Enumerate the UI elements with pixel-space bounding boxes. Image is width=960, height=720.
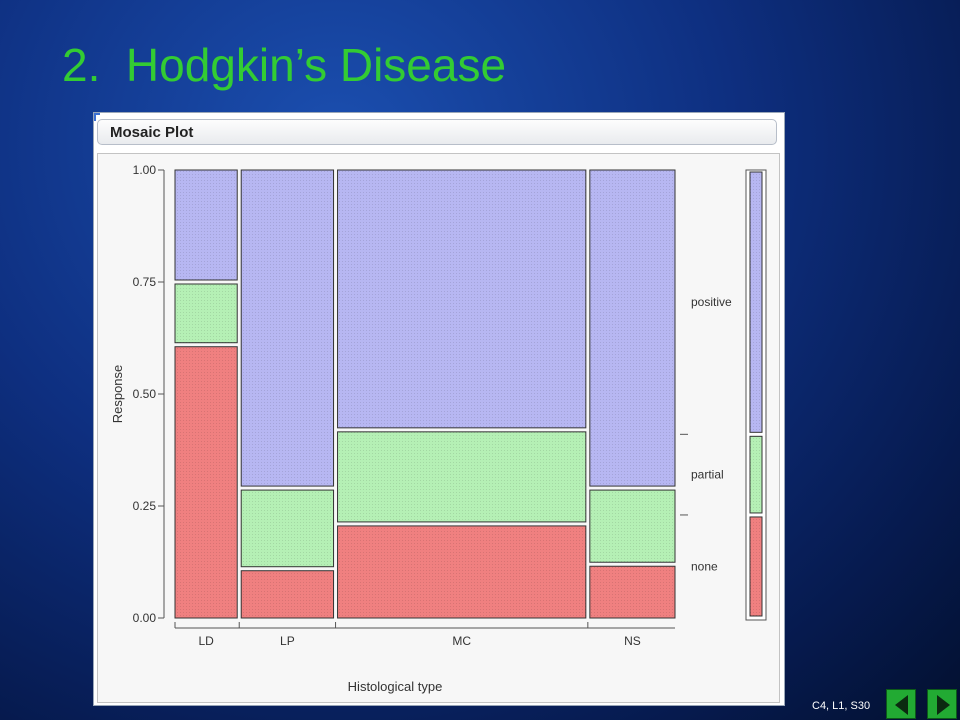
slide-title: 2. Hodgkin’s Disease xyxy=(62,39,507,91)
x-tick-label-ld: LD xyxy=(198,634,214,648)
tile-texture xyxy=(175,284,238,343)
panel-title: Mosaic Plot xyxy=(110,124,194,141)
x-axis-label: Histological type xyxy=(348,679,443,694)
marginal-bar-texture xyxy=(750,172,762,433)
previous-slide-button[interactable] xyxy=(886,689,916,719)
marginal-bar-texture xyxy=(750,516,762,616)
y-tick-label: 0.25 xyxy=(133,499,157,513)
response-label-positive: positive xyxy=(691,295,732,309)
slide-number-label: C4, L1, S30 xyxy=(812,700,871,712)
tile-texture xyxy=(337,431,586,522)
y-tick-label: 0.50 xyxy=(133,387,157,401)
marginal-bar-texture xyxy=(750,436,762,513)
tile-texture xyxy=(589,490,675,563)
tile-texture xyxy=(241,170,334,487)
tile-texture xyxy=(337,525,586,618)
tile-texture xyxy=(337,170,586,428)
x-tick-label-ns: NS xyxy=(624,634,641,648)
tile-texture xyxy=(589,170,675,487)
y-tick-label: 0.00 xyxy=(133,611,157,625)
y-axis-label: Response xyxy=(110,365,125,424)
panel-disclosure-mark[interactable] xyxy=(94,113,100,121)
next-slide-button[interactable] xyxy=(927,689,957,719)
tile-texture xyxy=(175,346,238,618)
triangle-left-icon xyxy=(895,695,908,715)
triangle-right-icon xyxy=(937,695,950,715)
tile-texture xyxy=(175,170,238,280)
tile-texture xyxy=(241,570,334,618)
x-tick-label-lp: LP xyxy=(280,634,295,648)
x-tick-label-mc: MC xyxy=(452,634,471,648)
panel-header[interactable]: Mosaic Plot xyxy=(97,119,777,145)
y-tick-label: 0.75 xyxy=(133,275,157,289)
tile-texture xyxy=(241,490,334,567)
response-label-partial: partial xyxy=(691,468,724,482)
response-label-none: none xyxy=(691,559,718,573)
y-tick-label: 1.00 xyxy=(133,163,157,177)
tile-texture xyxy=(589,566,675,618)
